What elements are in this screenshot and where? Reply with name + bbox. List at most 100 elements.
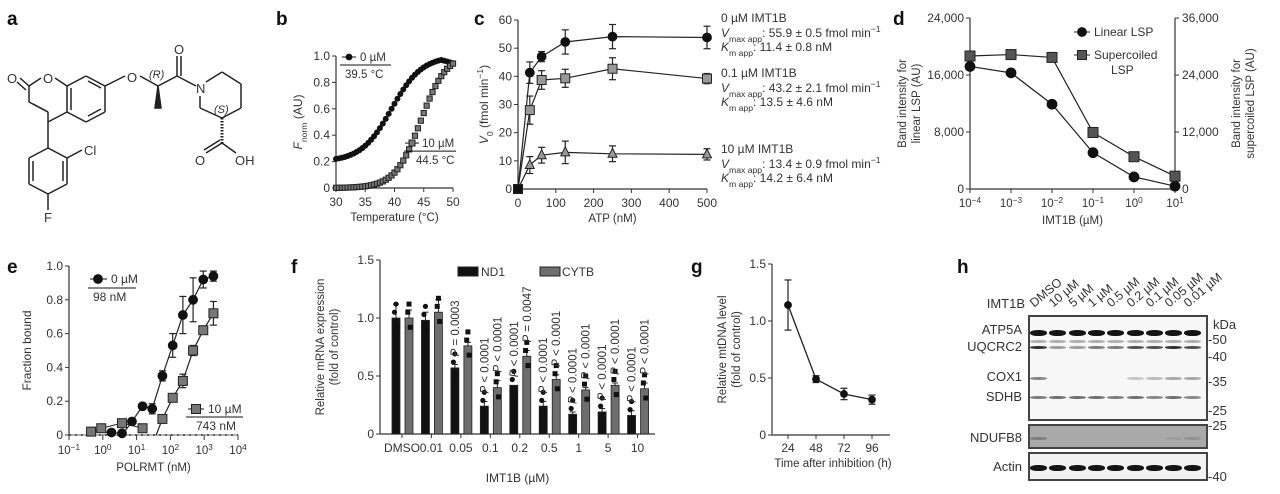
data-point-series-0	[147, 403, 158, 414]
data-point-series-0	[400, 86, 407, 93]
annotation-km-2-part: m app	[729, 179, 753, 189]
replicate-square	[552, 371, 558, 377]
x-tick-label: 10	[631, 441, 645, 455]
annotation-vmax-1-part: V	[721, 81, 730, 95]
p-value-label-cytb-part: P	[551, 359, 563, 367]
legend-label-1: 10 µM	[208, 402, 242, 416]
bar-nd1	[450, 367, 460, 435]
band-uqcrc2	[1145, 346, 1163, 349]
replicate-dot	[452, 351, 458, 357]
panel-label-g: g	[691, 257, 703, 278]
data-point-series-2	[524, 158, 536, 170]
data-point-series-2	[559, 145, 571, 157]
band-uqcrc2	[1049, 346, 1067, 349]
band-atp5a	[1068, 330, 1086, 336]
y-tick-label: 0.2	[313, 155, 330, 169]
chart-e-fraction-bound: 00.20.40.60.81.010−1 100 101 102 103 104POLRM…	[20, 259, 247, 474]
panel-label-h: h	[957, 257, 969, 278]
x-tick-label: 72	[837, 441, 851, 455]
series-line-1	[517, 68, 708, 190]
x-tick-label: 40	[388, 195, 402, 209]
band-ndufb8	[1184, 437, 1202, 440]
replicate-dot	[601, 418, 607, 424]
bar-cytb	[404, 317, 414, 435]
bar-nd1	[538, 405, 548, 435]
tm-label-1: 44.5 °C	[416, 155, 454, 167]
replicate-square	[496, 394, 502, 400]
x-tick-label-part: 10	[128, 445, 141, 457]
band-actin	[1184, 465, 1202, 471]
legend-label-0: 0 µM	[360, 52, 386, 64]
kda-value: 40	[1212, 349, 1227, 364]
legend-swatch-cytb	[539, 266, 561, 277]
y-tick-label: 1.0	[357, 311, 374, 325]
p-value-label-cytb: P < 0.0001	[551, 311, 563, 367]
data-point-series-0	[385, 110, 392, 117]
data-point-series-0	[157, 370, 168, 381]
data-point-series-2	[513, 184, 523, 194]
data-point-series-1	[702, 73, 712, 84]
replicate-dot	[424, 327, 430, 333]
band-cox1	[1165, 377, 1183, 380]
x-tick-label: 300	[621, 196, 641, 210]
band-sdhb	[1126, 396, 1144, 399]
annotation-vmax-2-part: −1	[871, 155, 881, 165]
bar-cytb	[463, 345, 473, 435]
band-actin	[1030, 465, 1047, 471]
annotation-km-1-part: m app	[729, 103, 753, 113]
replicate-square	[493, 379, 499, 385]
x-tick-label: 100	[94, 443, 112, 458]
x-tick-label-part: −2	[1054, 196, 1064, 205]
data-point-series-1	[188, 345, 199, 356]
annotation-km-1: Km app: 13.5 ± 4.6 nM	[721, 95, 833, 113]
data-point-series-0	[397, 90, 404, 97]
replicate-square	[466, 352, 472, 358]
data-point-series-1	[1046, 51, 1058, 63]
data-point-series-1	[607, 63, 618, 74]
annotation-vmax-2-part: max app	[729, 165, 762, 175]
atom-n: N	[196, 81, 205, 96]
band-atp5a	[1030, 330, 1047, 336]
x-tick-label-part: 10	[94, 445, 107, 457]
chart-d-lsp-band-intensity: 08,00016,00024,000012,00024,00036,00010−…	[897, 11, 1257, 227]
x-tick-label: 101	[128, 443, 146, 458]
x-tick-label: 100	[546, 196, 566, 210]
y-tick-label: 1.0	[46, 259, 63, 273]
x-axis-label: IMT1B (µM)	[486, 471, 550, 485]
band-sdhb	[1068, 396, 1086, 399]
y-axis-label-left-line1: Band intensity for	[897, 59, 909, 148]
y-tick-label: 0	[367, 427, 374, 441]
annotation-name-0: 0 µM IMT1B	[721, 11, 787, 25]
atom-o-amide: O	[174, 42, 184, 57]
replicate-dot	[480, 397, 486, 403]
replicate-square	[553, 363, 559, 369]
band-actin	[1145, 465, 1163, 471]
band-sdhb	[1145, 396, 1163, 399]
y-tick-label: 0.8	[46, 293, 63, 307]
y-axis-label-part: F	[291, 142, 305, 150]
band-actin	[1049, 465, 1067, 471]
data-point	[840, 390, 848, 398]
band-actin	[1068, 465, 1086, 471]
p-value-label-cytb-part: P	[581, 372, 593, 380]
x-tick-label: 96	[865, 441, 879, 455]
replicate-square	[465, 329, 471, 335]
legend-label-0: Linear LSP	[1094, 25, 1153, 39]
band-actin	[1087, 465, 1105, 471]
x-tick-label: 48	[809, 441, 823, 455]
x-tick-label-part: 10	[58, 445, 71, 457]
replicate-square	[583, 373, 589, 379]
p-value-label-cytb-part: P	[522, 334, 534, 342]
bar-nd1	[421, 319, 430, 435]
data-point-series-1	[414, 125, 422, 132]
p-value-label-nd1-part: P	[450, 348, 462, 356]
y-tick-label-left: 16,000	[927, 68, 964, 82]
p-value-label-cytb-part: < 0.0001	[581, 324, 593, 372]
annotation-km-0: Km app: 11.4 ± 0.8 nM	[721, 40, 832, 58]
kda-marker-35: -35	[1208, 374, 1227, 389]
replicate-dot	[542, 412, 548, 419]
y-axis-label-part: )	[477, 65, 491, 69]
p-value-label-nd1: P < 0.0001	[568, 348, 580, 404]
annotation-km-1-part: : 13.5 ± 4.6 nM	[753, 95, 833, 109]
replicate-square	[640, 380, 646, 386]
